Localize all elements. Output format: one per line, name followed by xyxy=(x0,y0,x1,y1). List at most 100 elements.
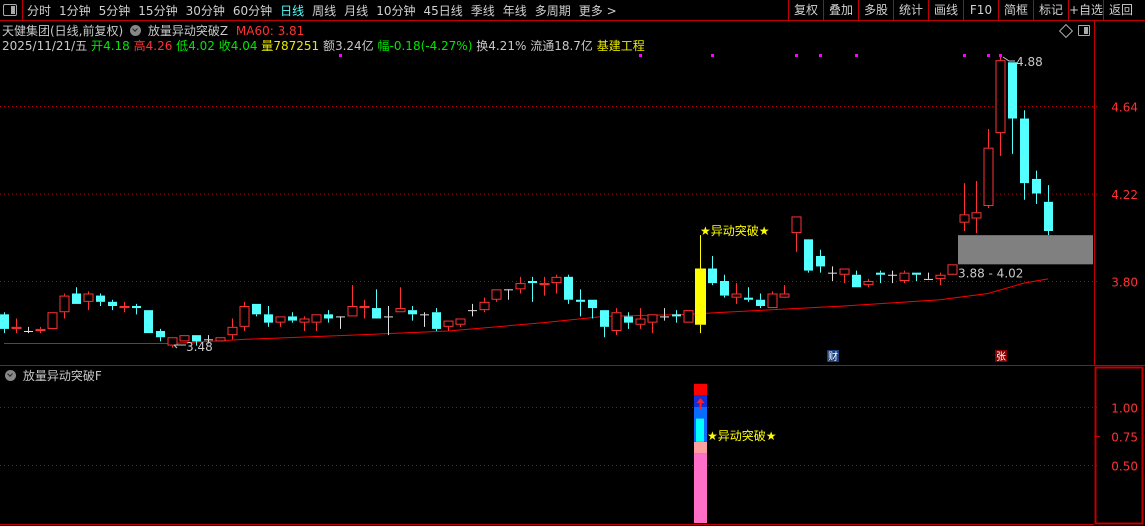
candle xyxy=(479,297,490,313)
sector-link[interactable]: 基建工程 xyxy=(596,39,645,53)
quote-line: 2025/11/21/五 开4.18 高4.26 低4.02 收4.04 量78… xyxy=(2,37,645,54)
toolbar-button[interactable]: 叠加 xyxy=(823,0,858,20)
candle-body xyxy=(311,314,322,323)
high-value: 4.26 xyxy=(145,39,173,53)
tab-period[interactable]: 日线 xyxy=(280,3,305,18)
toolbar-button[interactable]: 简框 xyxy=(998,0,1033,20)
toolbar-button[interactable]: 统计 xyxy=(893,0,928,20)
signal-marker xyxy=(855,54,858,57)
candle-body xyxy=(227,326,238,336)
candle xyxy=(816,249,825,273)
open-value: 4.18 xyxy=(103,39,130,53)
candle-body xyxy=(983,147,994,207)
tab-period[interactable]: 15分钟 xyxy=(138,3,178,18)
candle xyxy=(144,310,153,334)
candle xyxy=(888,270,897,284)
chart-header: 天健集团(日线,前复权) 放量异动突破Z MA60: 3.81 xyxy=(2,22,304,39)
tab-period[interactable]: 60分钟 xyxy=(232,3,273,18)
candle-body xyxy=(144,310,153,334)
candle-body xyxy=(359,305,370,309)
tab-period[interactable]: 5分钟 xyxy=(98,3,131,18)
sidebar-toggle-icon[interactable] xyxy=(3,4,17,16)
candle-body xyxy=(863,281,874,286)
candle-body xyxy=(132,305,141,309)
candle xyxy=(408,305,417,321)
tab-period[interactable]: 周线 xyxy=(312,3,337,18)
candle xyxy=(839,268,850,284)
candle-body xyxy=(624,316,633,323)
tab-period[interactable]: 1分钟 xyxy=(59,3,91,18)
candle-body xyxy=(455,318,466,325)
candle xyxy=(683,310,694,323)
float-cap-value: 流通18.7亿 xyxy=(530,39,593,53)
close-value: 4.04 xyxy=(230,39,258,53)
candle xyxy=(275,316,286,327)
candle-body xyxy=(564,276,573,300)
candle-body xyxy=(515,283,526,290)
candle xyxy=(1008,62,1017,154)
tab-period[interactable]: 年线 xyxy=(502,3,527,18)
candle-body xyxy=(767,293,778,309)
candle xyxy=(660,308,669,321)
candle xyxy=(395,287,406,313)
tab-period[interactable]: 月线 xyxy=(344,3,369,18)
candle xyxy=(720,274,729,298)
candle-body xyxy=(1032,178,1041,194)
y-tick-label: 1.00 xyxy=(1111,402,1138,416)
candle xyxy=(1032,170,1041,204)
candle-body xyxy=(576,299,585,302)
price-zone-box xyxy=(958,235,1093,265)
candle-body xyxy=(635,318,646,325)
tab-period[interactable]: 10分钟 xyxy=(376,3,416,18)
tab-period[interactable]: 季线 xyxy=(470,3,495,18)
toolbar-button[interactable]: 画线 xyxy=(928,0,963,20)
candle-body xyxy=(756,299,765,306)
candle xyxy=(443,320,454,331)
close-label: 收 xyxy=(218,39,231,53)
y-tick-label: 0.75 xyxy=(1111,431,1138,445)
indicator-dropdown-icon[interactable] xyxy=(130,25,142,36)
toolbar-button[interactable]: 标记 xyxy=(1033,0,1068,20)
sub-axis-frame xyxy=(1094,366,1144,525)
tab-period[interactable]: 30分钟 xyxy=(185,3,225,18)
candle-body xyxy=(1044,201,1053,232)
candle xyxy=(828,266,837,281)
candle xyxy=(695,235,706,334)
candle-body xyxy=(275,316,286,323)
low-arrow-icon xyxy=(173,344,186,349)
candle-body xyxy=(708,268,717,284)
toolbar-button[interactable]: F10 xyxy=(963,0,998,20)
candle xyxy=(432,308,441,331)
candle-body xyxy=(443,320,454,327)
sub-indicator-name[interactable]: 放量异动突破F xyxy=(22,369,102,383)
candle xyxy=(1044,185,1053,236)
toolbar-button[interactable]: +自选 xyxy=(1068,0,1103,20)
candle xyxy=(491,289,502,302)
candle xyxy=(731,283,742,304)
tab-period[interactable]: 45日线 xyxy=(423,3,463,18)
toolbar-button[interactable]: 复权 xyxy=(788,0,823,20)
change-value: -0.18(-4.27%) xyxy=(389,39,473,53)
tab-period[interactable]: 多周期 xyxy=(534,3,571,18)
toolbar-button[interactable]: 返回 xyxy=(1103,0,1138,20)
high-arrow-icon xyxy=(1002,56,1015,62)
candle xyxy=(611,308,622,336)
candle xyxy=(971,181,982,234)
candle-body xyxy=(551,276,562,284)
candle-body xyxy=(959,214,970,223)
candle xyxy=(756,293,765,309)
candle xyxy=(96,293,105,306)
candle xyxy=(504,289,513,300)
toolbar-button[interactable]: 多股 xyxy=(858,0,893,20)
tab-period[interactable]: 分时 xyxy=(27,3,52,18)
indicator-name[interactable]: 放量异动突破Z xyxy=(147,24,229,38)
candle-body xyxy=(479,301,490,311)
candle xyxy=(324,310,333,323)
indicator-dropdown-icon[interactable] xyxy=(5,370,16,381)
tab-period[interactable]: 更多 > xyxy=(578,3,617,18)
candle xyxy=(708,256,717,286)
candle-body xyxy=(324,314,333,319)
panel-toggle-icon[interactable] xyxy=(1078,25,1090,36)
high-price-label: 4.88 xyxy=(1016,55,1043,69)
